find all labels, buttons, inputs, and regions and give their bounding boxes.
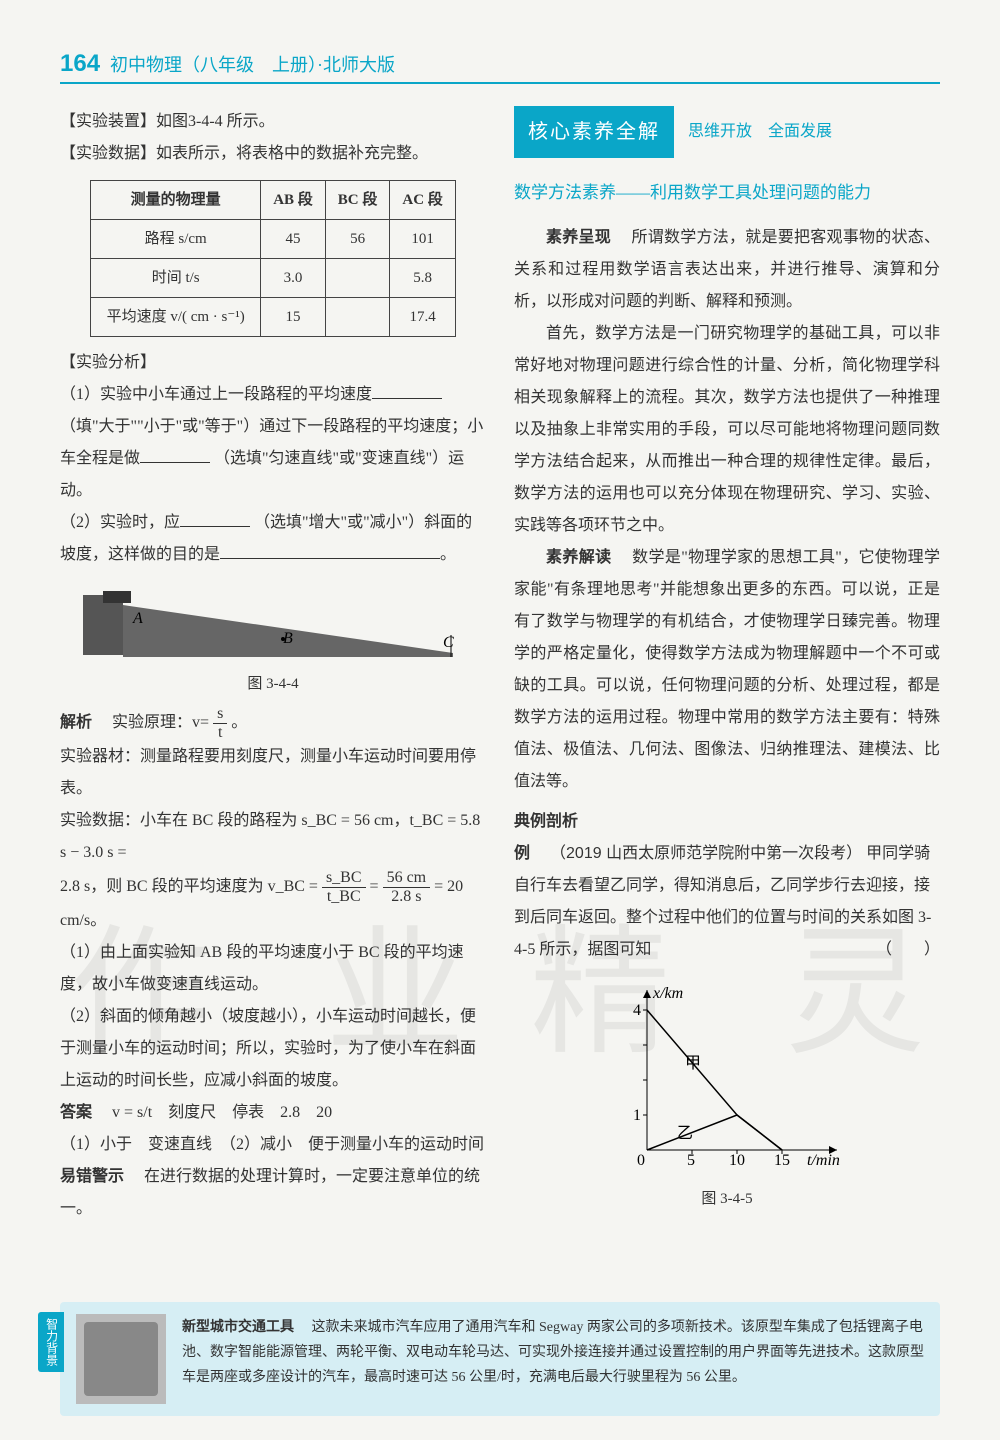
footer-box: 智力背景 新型城市交通工具 这款未来城市汽车应用了通用汽车和 Segway 两家… — [60, 1302, 940, 1416]
svg-text:t/min: t/min — [807, 1152, 840, 1169]
page-number: 164 — [60, 50, 100, 78]
banner-subtitle: 思维开放 全面发展 — [688, 116, 832, 148]
question-2: （2）实验时，应 （选填"增大"或"减小"）斜面的坡度，这样做的目的是。 — [60, 507, 486, 571]
graph-svg: 0 5 10 15 1 4 t/min x/km 甲 乙 — [607, 980, 847, 1180]
warning-label: 易错警示 — [60, 1168, 124, 1185]
book-title: 初中物理（八年级 上册）·北师大版 — [110, 51, 395, 77]
blank-field — [140, 447, 210, 463]
example-label: 例 — [514, 845, 530, 862]
fraction: s_BC t_BC — [322, 869, 366, 905]
data-label: 【实验数据】如表所示，将表格中的数据补充完整。 — [60, 138, 486, 170]
present-para: 素养呈现 所谓数学方法，就是要把客观事物的状态、关系和过程用数学语言表达出来，并… — [514, 222, 940, 318]
paragraph: 首先，数学方法是一门研究物理学的基础工具，可以非常好地对物理问题进行综合性的计量… — [514, 318, 940, 542]
example-block: 例 （2019 山西太原师范学院附中第一次段考） 甲同学骑自行车去看望乙同学，得… — [514, 838, 940, 966]
blank-field — [220, 543, 440, 559]
page-header: 164 初中物理（八年级 上册）·北师大版 — [60, 50, 940, 84]
right-column: 核心素养全解 思维开放 全面发展 数学方法素养——利用数学工具处理问题的能力 素… — [514, 106, 940, 1225]
svg-text:A: A — [132, 610, 143, 627]
svg-text:4: 4 — [633, 1002, 641, 1019]
table-row: 平均速度 v/( cm · s⁻¹) 15 17.4 — [91, 298, 456, 337]
footer-tab: 智力背景 — [38, 1312, 64, 1372]
section-banner: 核心素养全解 思维开放 全面发展 — [514, 106, 940, 158]
content-columns: 【实验装置】如图3-4-4 所示。 【实验数据】如表所示，将表格中的数据补充完整… — [60, 106, 940, 1225]
solution-block: 解析 实验原理：v= s t 。 实验器材：测量路程要用刻度尺，测量小车运动时间… — [60, 705, 486, 1225]
experiment-table: 测量的物理量 AB 段 BC 段 AC 段 路程 s/cm 45 56 101 … — [90, 180, 456, 337]
svg-text:乙: 乙 — [677, 1125, 693, 1142]
present-label: 素养呈现 — [546, 229, 611, 246]
blank-field — [180, 511, 250, 527]
question-1: （1）实验中小车通过上一段路程的平均速度 （填"大于""小于"或"等于"）通过下… — [60, 379, 486, 507]
device-label: 【实验装置】如图3-4-4 所示。 — [60, 106, 486, 138]
svg-text:1: 1 — [633, 1107, 641, 1124]
svg-text:C: C — [443, 634, 454, 651]
table-row: 路程 s/cm 45 56 101 — [91, 220, 456, 259]
jiedu-label: 素养解读 — [546, 549, 611, 566]
svg-text:x/km: x/km — [652, 985, 683, 1002]
table-header-row: 测量的物理量 AB 段 BC 段 AC 段 — [91, 181, 456, 220]
graph-caption: 图 3-4-5 — [701, 1184, 752, 1214]
svg-text:0: 0 — [637, 1152, 645, 1169]
ramp-diagram: A B C 图 3-4-4 — [60, 585, 486, 699]
fraction: s t — [213, 705, 227, 741]
footer-text: 新型城市交通工具 这款未来城市汽车应用了通用汽车和 Segway 两家公司的多项… — [182, 1314, 924, 1404]
th: AC 段 — [390, 181, 455, 220]
blue-subtitle: 数学方法素养——利用数学工具处理问题的能力 — [514, 176, 940, 210]
ramp-svg: A B C — [83, 585, 463, 665]
th: BC 段 — [325, 181, 390, 220]
svg-text:10: 10 — [729, 1152, 745, 1169]
th: 测量的物理量 — [91, 181, 261, 220]
fraction: 56 cm 2.8 s — [383, 869, 431, 905]
footer-image — [76, 1314, 166, 1404]
analysis-label: 【实验分析】 — [60, 347, 486, 379]
th: AB 段 — [261, 181, 326, 220]
jiedu-para: 素养解读 数学是"物理学家的思想工具"，它使物理学家能"有条理地思考"并能想象出… — [514, 542, 940, 798]
answer-label: 答案 — [60, 1104, 92, 1121]
diagram-caption: 图 3-4-4 — [247, 669, 298, 699]
blank-field — [372, 383, 442, 399]
svg-text:15: 15 — [774, 1152, 790, 1169]
graph-figure: 0 5 10 15 1 4 t/min x/km 甲 乙 图 3-4-5 — [514, 980, 940, 1214]
svg-text:甲: 甲 — [685, 1055, 701, 1072]
table-row: 时间 t/s 3.0 5.8 — [91, 259, 456, 298]
svg-text:5: 5 — [687, 1152, 695, 1169]
solution-label: 解析 — [60, 714, 92, 731]
banner-title: 核心素养全解 — [514, 106, 674, 158]
example-heading: 典例剖析 — [514, 806, 940, 838]
left-column: 【实验装置】如图3-4-4 所示。 【实验数据】如表所示，将表格中的数据补充完整… — [60, 106, 486, 1225]
